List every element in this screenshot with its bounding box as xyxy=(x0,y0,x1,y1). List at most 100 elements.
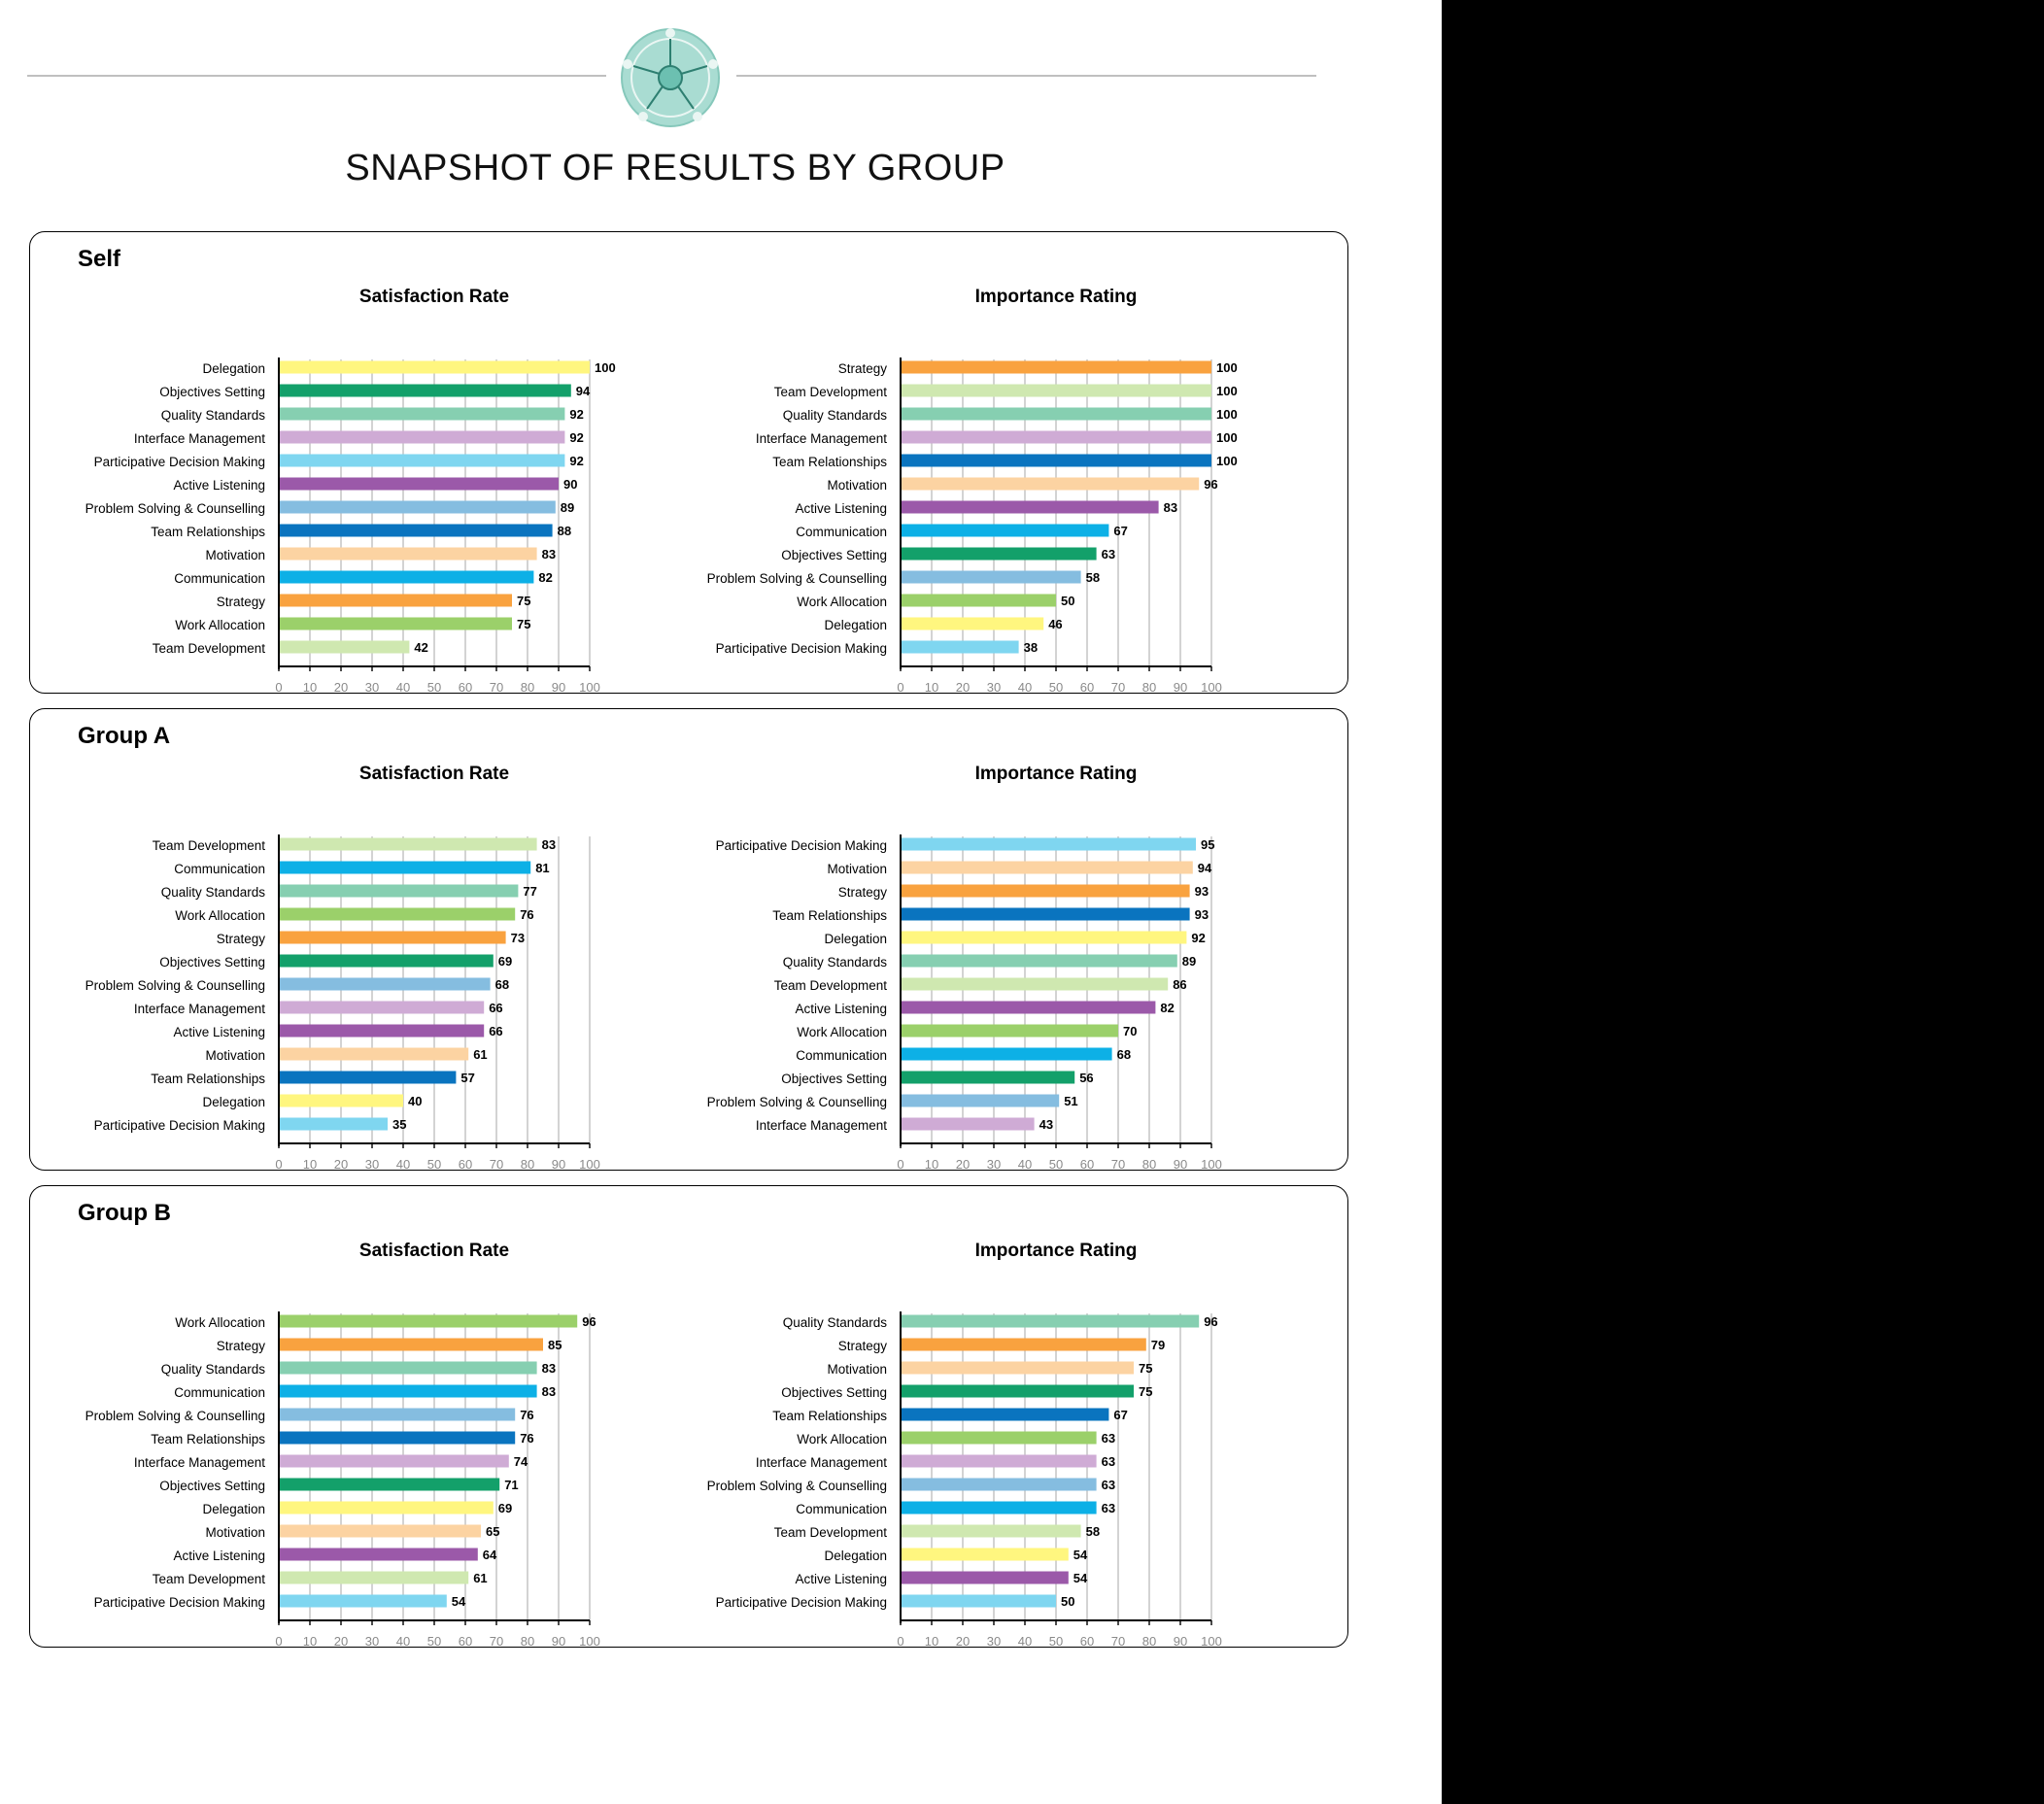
data-label: 71 xyxy=(504,1478,518,1492)
data-label: 63 xyxy=(1102,1501,1115,1515)
category-label: Delegation xyxy=(824,618,887,632)
bar xyxy=(901,477,1200,491)
x-tick-label: 40 xyxy=(396,1157,410,1172)
bar xyxy=(279,1047,469,1061)
x-tick-label: 90 xyxy=(1174,680,1187,695)
category-label: Delegation xyxy=(824,1549,887,1563)
category-label: Work Allocation xyxy=(175,1315,265,1330)
data-label: 100 xyxy=(1216,430,1238,445)
bar xyxy=(901,1314,1200,1328)
data-label: 92 xyxy=(1191,931,1205,945)
data-label: 82 xyxy=(1160,1001,1174,1015)
bar xyxy=(901,1001,1156,1014)
x-tick-label: 80 xyxy=(1142,1634,1156,1649)
chart-group-b-satisfaction-rate: Satisfaction Rate 0 10 20 30 40 50 60 70 80 90 100 W… xyxy=(85,1241,600,1649)
category-label: Communication xyxy=(796,1502,887,1516)
bar xyxy=(901,1024,1118,1038)
x-tick-label: 100 xyxy=(579,1634,600,1649)
bar xyxy=(901,407,1211,421)
category-label: Problem Solving & Counselling xyxy=(707,1479,887,1493)
bar xyxy=(279,954,494,968)
data-label: 92 xyxy=(569,430,583,445)
data-label: 68 xyxy=(495,977,509,992)
category-label: Strategy xyxy=(217,932,266,946)
data-label: 93 xyxy=(1195,884,1209,899)
data-label: 63 xyxy=(1102,547,1115,562)
x-tick-label: 50 xyxy=(1049,1634,1063,1649)
bar xyxy=(901,360,1211,374)
panel-group-a: Group A Satisfaction Rate 0 10 20 30 40 50 60 70… xyxy=(29,708,1348,1172)
x-tick-label: 50 xyxy=(427,1157,441,1172)
bar xyxy=(901,1071,1075,1084)
category-label: Work Allocation xyxy=(175,908,265,923)
data-label: 54 xyxy=(452,1594,466,1609)
category-label: Active Listening xyxy=(173,478,265,493)
data-label: 66 xyxy=(489,1001,502,1015)
page-title: SNAPSHOT OF RESULTS BY GROUP xyxy=(345,148,1005,188)
data-label: 66 xyxy=(489,1024,502,1038)
bar xyxy=(279,1571,469,1584)
data-label: 75 xyxy=(517,617,530,631)
bar xyxy=(279,477,559,491)
category-label: Communication xyxy=(796,1048,887,1063)
x-tick-label: 40 xyxy=(1018,1634,1032,1649)
data-label: 68 xyxy=(1117,1047,1131,1062)
bar xyxy=(279,524,553,537)
x-tick-label: 70 xyxy=(1111,680,1125,695)
category-label: Work Allocation xyxy=(797,1432,887,1447)
category-label: Problem Solving & Counselling xyxy=(707,571,887,586)
data-label: 89 xyxy=(561,500,574,515)
data-label: 90 xyxy=(563,477,577,492)
category-label: Team Development xyxy=(153,1572,266,1586)
x-tick-label: 50 xyxy=(1049,680,1063,695)
data-label: 94 xyxy=(1198,861,1212,875)
bar xyxy=(279,907,516,921)
bar xyxy=(279,1478,500,1491)
x-tick-label: 60 xyxy=(459,680,472,695)
data-label: 35 xyxy=(392,1117,406,1132)
category-label: Quality Standards xyxy=(161,408,266,423)
bar xyxy=(279,570,534,584)
category-label: Participative Decision Making xyxy=(716,838,887,853)
category-label: Participative Decision Making xyxy=(94,1118,265,1133)
category-label: Active Listening xyxy=(173,1549,265,1563)
data-label: 92 xyxy=(569,407,583,422)
data-label: 63 xyxy=(1102,1431,1115,1446)
data-label: 61 xyxy=(473,1047,487,1062)
bar xyxy=(901,861,1193,874)
black-margin xyxy=(1442,0,2044,1804)
x-tick-label: 90 xyxy=(552,1634,565,1649)
category-label: Team Development xyxy=(774,385,888,399)
category-label: Problem Solving & Counselling xyxy=(85,501,265,516)
x-tick-label: 20 xyxy=(956,1157,970,1172)
data-label: 64 xyxy=(483,1548,497,1562)
x-tick-label: 70 xyxy=(1111,1634,1125,1649)
category-label: Team Relationships xyxy=(151,1432,265,1447)
data-label: 92 xyxy=(569,454,583,468)
chart-title: Satisfaction Rate xyxy=(359,764,509,784)
group-title: Group A xyxy=(78,723,171,749)
x-tick-label: 70 xyxy=(490,680,503,695)
x-tick-label: 50 xyxy=(427,680,441,695)
bar xyxy=(901,1408,1109,1421)
data-label: 69 xyxy=(498,1501,512,1515)
data-label: 89 xyxy=(1182,954,1196,969)
header-rule-right xyxy=(736,75,1316,77)
x-tick-label: 40 xyxy=(1018,680,1032,695)
x-tick-label: 20 xyxy=(334,1634,348,1649)
category-label: Participative Decision Making xyxy=(716,641,887,656)
category-label: Strategy xyxy=(838,885,888,900)
bar xyxy=(901,430,1211,444)
category-label: Interface Management xyxy=(134,431,265,446)
category-label: Team Development xyxy=(153,838,266,853)
category-label: Interface Management xyxy=(134,1455,265,1470)
data-label: 83 xyxy=(1164,500,1177,515)
data-label: 100 xyxy=(1216,407,1238,422)
x-tick-label: 100 xyxy=(579,680,600,695)
chart-title: Importance Rating xyxy=(975,764,1138,784)
category-label: Communication xyxy=(174,1385,265,1400)
data-label: 76 xyxy=(520,907,533,922)
x-tick-label: 0 xyxy=(275,1157,282,1172)
panel-self: Self Satisfaction Rate 0 10 20 30 40 50 60 70 80 9… xyxy=(29,231,1348,695)
bar xyxy=(279,640,410,654)
